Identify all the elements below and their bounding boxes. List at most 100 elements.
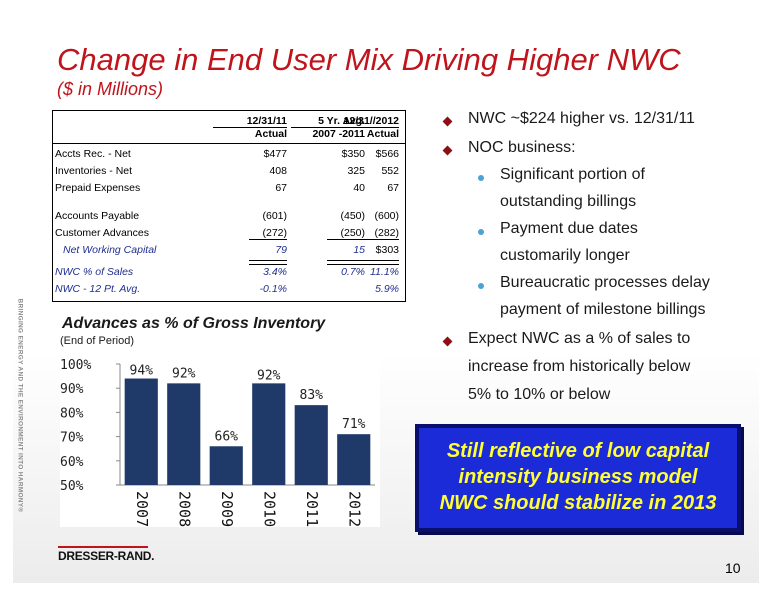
header-range: 2007 -2011 (312, 128, 365, 140)
cell: 67 (387, 182, 399, 194)
chart-svg: 100% 90% 80% 70% 60% 50% 94% 2007 92% 2008 66% 2009… (60, 358, 375, 527)
cell: 325 (347, 165, 365, 177)
table-header-bottom: Actual 2007 -2011 Actual (53, 128, 405, 144)
row-label: NWC % of Sales (55, 266, 134, 278)
bullet-text: Payment due dates (500, 220, 638, 237)
cell: 15 (353, 244, 365, 256)
data-label: 92% (257, 368, 281, 383)
cell: 552 (381, 165, 399, 177)
header-actual-2: Actual (366, 128, 399, 140)
dot-bullet-icon (478, 283, 484, 289)
bar-2011 (294, 405, 328, 485)
bullet-text: increase from historically below (468, 358, 691, 375)
bar-2007 (124, 378, 158, 485)
bar-2008 (167, 383, 201, 485)
cell: 11.1% (370, 266, 399, 278)
double-underline (327, 260, 365, 265)
cell: (250) (327, 227, 365, 240)
row-label: Prepaid Expenses (55, 182, 141, 194)
x-tick-label: 2010 (260, 491, 278, 527)
callout-line-3: NWC should stabilize in 2013 (439, 492, 717, 514)
cell: 3.4% (263, 266, 287, 278)
header-5yr: 5 Yr. Avg. (291, 115, 365, 128)
cell: $477 (263, 148, 287, 160)
y-tick-label: 90% (60, 382, 84, 397)
row-label: Inventories - Net (55, 165, 133, 177)
table-row: Prepaid Expenses 67 40 67 (53, 182, 405, 198)
table-row: Accounts Payable (601) (450) (600) (53, 210, 405, 226)
cell: -0.1% (259, 283, 287, 295)
bar-2010 (252, 383, 286, 485)
row-label: Accounts Payable (55, 210, 140, 222)
table-row: Inventories - Net 408 325 552 (53, 165, 405, 181)
x-tick-label: 2007 (133, 491, 151, 527)
cell: $566 (375, 148, 399, 160)
cell: 40 (353, 182, 365, 194)
table-row-pct: NWC % of Sales 3.4% 0.7% 11.1% (53, 266, 405, 282)
table-row-nwc: Net Working Capital 79 15 $303 (53, 244, 405, 260)
side-tagline: BRINGING ENERGY AND THE ENVIRONMENT INTO… (16, 298, 24, 513)
y-tick-label: 60% (60, 455, 84, 470)
x-tick-label: 2012 (345, 491, 363, 527)
row-label: Net Working Capital (63, 244, 157, 256)
y-tick-label: 50% (60, 479, 84, 494)
row-label: NWC - 12 Pt. Avg. (55, 283, 141, 295)
cell: $350 (341, 148, 365, 160)
bullet-text: 5% to 10% or below (468, 386, 611, 403)
table-header-top: 12/31/11 5 Yr. Avg. 12/31//2012 (53, 115, 405, 131)
bullet-text: customarily longer (500, 247, 630, 264)
cell: 79 (275, 244, 287, 256)
y-tick-label: 70% (60, 431, 84, 446)
header-1231-12: 12/31//2012 (335, 115, 399, 128)
slide-subtitle: ($ in Millions) (57, 79, 164, 99)
data-label: 92% (172, 366, 196, 381)
bar-2009 (209, 446, 243, 485)
cell: 5.9% (375, 283, 399, 295)
header-actual-1: Actual (254, 128, 287, 140)
data-label: 66% (215, 429, 239, 444)
cell: 408 (269, 165, 287, 177)
advances-chart: 100% 90% 80% 70% 60% 50% 94% 2007 92% 2008 66% 2009… (60, 352, 380, 527)
row-label: Accts Rec. - Net (55, 148, 131, 160)
dot-bullet-icon (478, 229, 484, 235)
y-tick-label: 80% (60, 406, 84, 421)
chart-subtitle: (End of Period) (60, 335, 134, 347)
bullet-text: outstanding billings (500, 193, 637, 210)
bar-2012 (337, 434, 371, 485)
header-1231-11: 12/31/11 (213, 115, 287, 128)
double-underline (361, 260, 399, 265)
callout-box: Still reflective of low capital intensit… (415, 424, 741, 532)
x-tick-label: 2009 (218, 491, 236, 527)
logo-underline (58, 546, 148, 548)
bullet-text: payment of milestone billings (500, 301, 706, 318)
chart-title: Advances as % of Gross Inventory (62, 315, 326, 332)
table-row: Accts Rec. - Net $477 $350 $566 (53, 148, 405, 164)
cell: 67 (275, 182, 287, 194)
nwc-table: 12/31/11 5 Yr. Avg. 12/31//2012 Actual 2… (52, 110, 406, 302)
row-label: Customer Advances (55, 227, 149, 239)
cell: (601) (262, 210, 287, 222)
bullet-text: NWC ~$224 higher vs. 12/31/11 (468, 110, 695, 127)
bullet-text: NOC business: (468, 139, 576, 156)
table-row: Customer Advances (272) (250) (282) (53, 227, 405, 243)
cell: (450) (340, 210, 365, 222)
data-label: 83% (300, 388, 324, 403)
dot-bullet-icon (478, 175, 484, 181)
cell: 0.7% (341, 266, 365, 278)
table-row-avg: NWC - 12 Pt. Avg. -0.1% 5.9% (53, 283, 405, 299)
header-divider (53, 143, 405, 144)
data-label: 94% (130, 364, 154, 379)
cell: $303 (375, 244, 399, 256)
cell: (272) (249, 227, 287, 240)
y-tick-label: 100% (60, 358, 91, 373)
data-label: 71% (342, 417, 366, 432)
x-tick-label: 2011 (303, 491, 321, 527)
callout-line-2: intensity business model (458, 466, 698, 488)
dresser-rand-logo: DRESSER-RAND. (58, 549, 155, 563)
double-underline (249, 260, 287, 265)
bullet-text: Bureaucratic processes delay (500, 274, 710, 291)
callout-line-1: Still reflective of low capital (446, 440, 710, 462)
cell: (282) (361, 227, 399, 240)
cell: (600) (374, 210, 399, 222)
bullet-text: Significant portion of (500, 166, 645, 183)
